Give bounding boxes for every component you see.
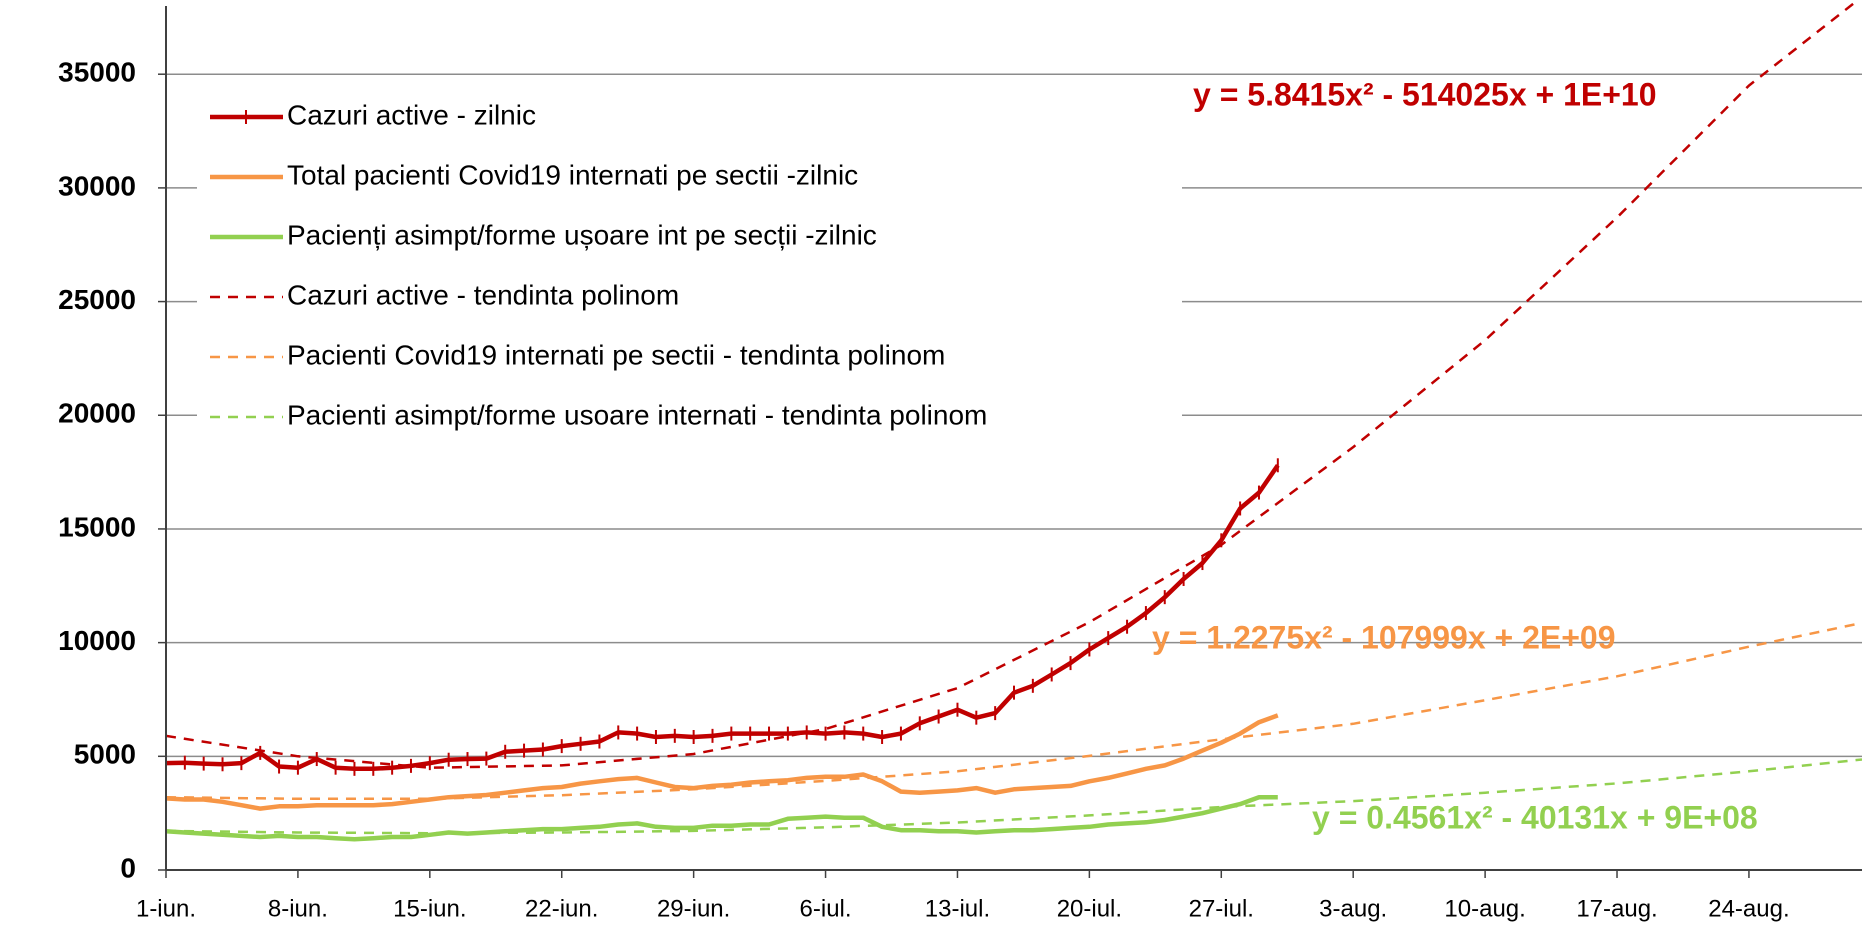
plot-area bbox=[166, 0, 1862, 842]
legend-label: Pacienți asimpt/forme ușoare int pe secț… bbox=[287, 219, 877, 250]
data-line bbox=[166, 464, 1280, 772]
legend: Cazuri active - zilnic Total pacienti Cov… bbox=[210, 99, 987, 430]
legend-label: Pacienti Covid19 internati pe sectii - t… bbox=[287, 339, 945, 370]
y-tick-label: 35000 bbox=[58, 57, 136, 88]
x-tick-label: 27-iul. bbox=[1189, 895, 1254, 922]
y-tick-label: 10000 bbox=[58, 625, 136, 656]
legend-label: Total pacienti Covid19 internati pe sect… bbox=[287, 159, 858, 190]
x-tick-label: 3-aug. bbox=[1319, 895, 1387, 922]
trend-line bbox=[166, 0, 1861, 769]
y-tick-label: 15000 bbox=[58, 511, 136, 542]
x-tick-label: 1-iun. bbox=[136, 895, 196, 922]
legend-label: Cazuri active - zilnic bbox=[287, 99, 536, 130]
y-tick-label: 30000 bbox=[58, 170, 136, 201]
legend-background bbox=[197, 87, 1182, 449]
y-tick-label: 0 bbox=[120, 852, 136, 883]
trend-line bbox=[166, 758, 1862, 835]
x-tick-label: 10-aug. bbox=[1444, 895, 1525, 922]
x-tick-label: 29-iun. bbox=[657, 895, 730, 922]
legend-box bbox=[197, 87, 1182, 449]
trend-equation: y = 5.8415x² - 514025x + 1E+10 bbox=[1193, 76, 1657, 112]
legend-label: Cazuri active - tendinta polinom bbox=[287, 279, 679, 310]
y-tick-label: 25000 bbox=[58, 284, 136, 315]
annotations: y = 5.8415x² - 514025x + 1E+10 y = 1.2275… bbox=[1152, 76, 1758, 835]
y-tick-label: 20000 bbox=[58, 398, 136, 429]
x-tick-label: 8-iun. bbox=[268, 895, 328, 922]
y-tick-label: 5000 bbox=[74, 739, 136, 770]
data-line bbox=[166, 713, 1279, 811]
x-tick-label: 24-aug. bbox=[1708, 895, 1789, 922]
x-tick-label: 17-aug. bbox=[1576, 895, 1657, 922]
x-tick-label: 13-iul. bbox=[925, 895, 990, 922]
x-tick-label: 20-iul. bbox=[1057, 895, 1122, 922]
x-tick-label: 22-iun. bbox=[525, 895, 598, 922]
legend-label: Pacienti asimpt/forme usoare internati -… bbox=[287, 399, 987, 430]
data-line bbox=[166, 794, 1278, 842]
trend-equation: y = 0.4561x² - 40131x + 9E+08 bbox=[1312, 799, 1758, 835]
trend-equation: y = 1.2275x² - 107999x + 2E+09 bbox=[1152, 619, 1616, 655]
x-tick-label: 15-iun. bbox=[393, 895, 466, 922]
axes: 0 5000 10000 15000 20000 25000 30000 35000 1-iun… bbox=[58, 6, 1862, 922]
x-tick-label: 6-iul. bbox=[800, 895, 852, 922]
